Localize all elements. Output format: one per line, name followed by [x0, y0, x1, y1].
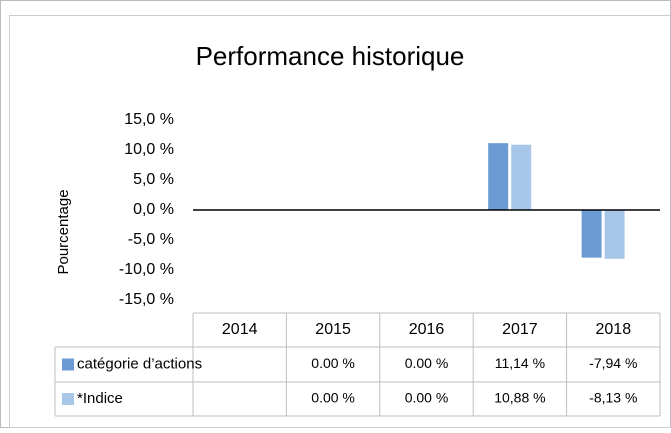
data-label: -7,94 % — [589, 355, 637, 371]
y-tick-label: -5,0 % — [128, 231, 174, 248]
legend-swatch — [62, 359, 74, 371]
y-tick-label: -15,0 % — [119, 291, 174, 308]
x-tick-label: 2018 — [596, 321, 632, 338]
x-tick-label: 2017 — [502, 321, 538, 338]
chart-title: Performance historique — [196, 41, 465, 71]
y-tick-label: 5,0 % — [133, 171, 174, 188]
data-label: -8,13 % — [589, 390, 637, 406]
x-tick-label: 2016 — [409, 321, 445, 338]
x-tick-label: 2014 — [222, 321, 258, 338]
y-tick-label: 10,0 % — [124, 141, 174, 158]
legend-label: catégorie d’actions — [77, 355, 202, 372]
x-tick-label: 2015 — [315, 321, 351, 338]
y-axis-label: Pourcentage — [55, 189, 72, 274]
bar — [511, 145, 531, 210]
data-label: 0.00 % — [405, 355, 449, 371]
legend-swatch — [62, 393, 74, 405]
data-label: 0.00 % — [405, 390, 449, 406]
y-tick-label: 15,0 % — [124, 111, 174, 128]
data-label: 11,14 % — [495, 355, 545, 371]
data-label: 10,88 % — [494, 390, 545, 406]
data-label: 0.00 % — [311, 390, 355, 406]
bar — [488, 143, 508, 210]
y-tick-label: 0,0 % — [133, 201, 174, 218]
y-tick-label: -10,0 % — [119, 261, 174, 278]
legend-label: *Indice — [77, 390, 123, 407]
bar — [605, 210, 625, 259]
bar — [582, 210, 602, 258]
data-label: 0.00 % — [311, 355, 355, 371]
